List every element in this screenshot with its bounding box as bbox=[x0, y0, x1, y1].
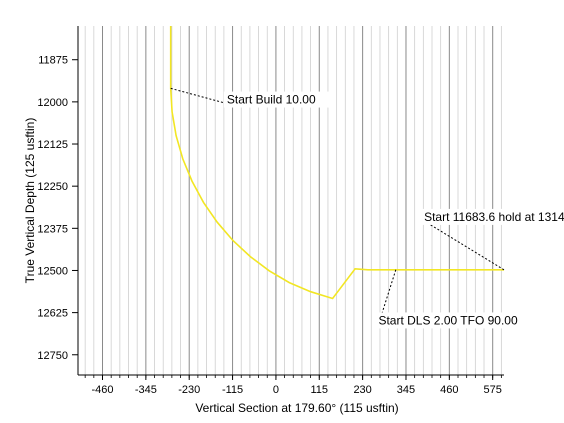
annotation-leader bbox=[170, 87, 228, 105]
y-tick-label: 12125 bbox=[37, 139, 68, 151]
x-axis-title: Vertical Section at 179.60° (115 usftin) bbox=[195, 401, 398, 415]
y-axis-title: True Vertical Depth (125 usftin) bbox=[23, 118, 37, 284]
y-tick-label: 12625 bbox=[37, 308, 68, 320]
y-tick-label: 12000 bbox=[37, 97, 68, 109]
x-tick-label: 115 bbox=[311, 384, 329, 396]
annotation-label: Start Build 10.00 bbox=[227, 93, 316, 107]
y-axis-ticks: 11875 12000 12125 12250 12375 12500 12625 12750 bbox=[37, 55, 78, 362]
x-tick-label: 460 bbox=[440, 384, 458, 396]
y-tick-label: 12250 bbox=[37, 181, 68, 193]
x-tick-label: -345 bbox=[135, 384, 157, 396]
annotation-label: Start 11683.6 hold at 13145.2 MD bbox=[424, 210, 564, 224]
x-tick-label: 575 bbox=[484, 384, 502, 396]
x-tick-label: -460 bbox=[91, 384, 113, 396]
y-tick-label: 12375 bbox=[37, 223, 68, 235]
y-tick-label: 12750 bbox=[37, 350, 68, 362]
well-path-line bbox=[169, 26, 504, 300]
annotation-background bbox=[421, 208, 564, 225]
annotation-leader bbox=[423, 220, 505, 271]
x-axis-ticks: -460 -345 -230 -115 0 115 230 345 460 575 bbox=[84, 375, 502, 396]
x-tick-label: 0 bbox=[273, 384, 279, 396]
y-tick-label: 11875 bbox=[38, 55, 68, 67]
x-tick-label: -230 bbox=[178, 384, 200, 396]
annotation-background bbox=[375, 312, 531, 329]
plot-axes bbox=[77, 26, 504, 376]
annotation-label: Start DLS 2.00 TFO 90.00 bbox=[378, 313, 518, 327]
annotation-background bbox=[223, 91, 336, 108]
y-tick-label: 12500 bbox=[37, 265, 68, 277]
x-tick-label: 230 bbox=[353, 384, 371, 396]
well-path-series bbox=[169, 26, 504, 300]
x-tick-label: -115 bbox=[222, 384, 243, 396]
annotation-leader bbox=[377, 269, 397, 325]
annotation-layer: Start Build 10.00 Start 11683.6 hold at 1… bbox=[170, 87, 564, 329]
x-tick-label: 345 bbox=[397, 384, 415, 396]
